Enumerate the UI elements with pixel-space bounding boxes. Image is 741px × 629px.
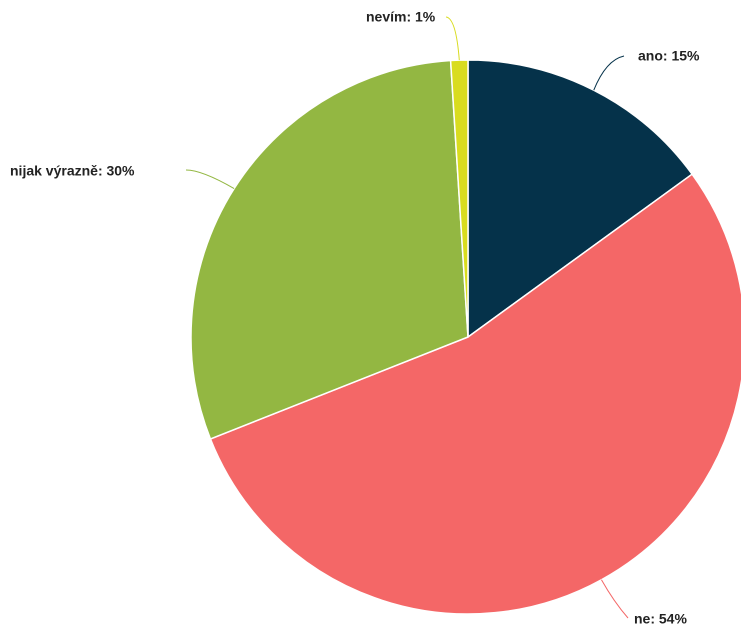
pie-slice bbox=[209, 173, 741, 615]
slice-label: nevím: 1% bbox=[366, 9, 436, 25]
slice-label: ne: 54% bbox=[634, 611, 687, 627]
leader-line bbox=[601, 579, 629, 619]
slice-label: nijak výrazně: 30% bbox=[10, 163, 135, 179]
pie-slice bbox=[190, 59, 469, 440]
leader-line bbox=[445, 16, 460, 61]
leader-line bbox=[185, 169, 235, 190]
leader-line bbox=[593, 55, 625, 91]
slice-label: ano: 15% bbox=[638, 48, 700, 64]
pie-slice bbox=[467, 59, 694, 339]
